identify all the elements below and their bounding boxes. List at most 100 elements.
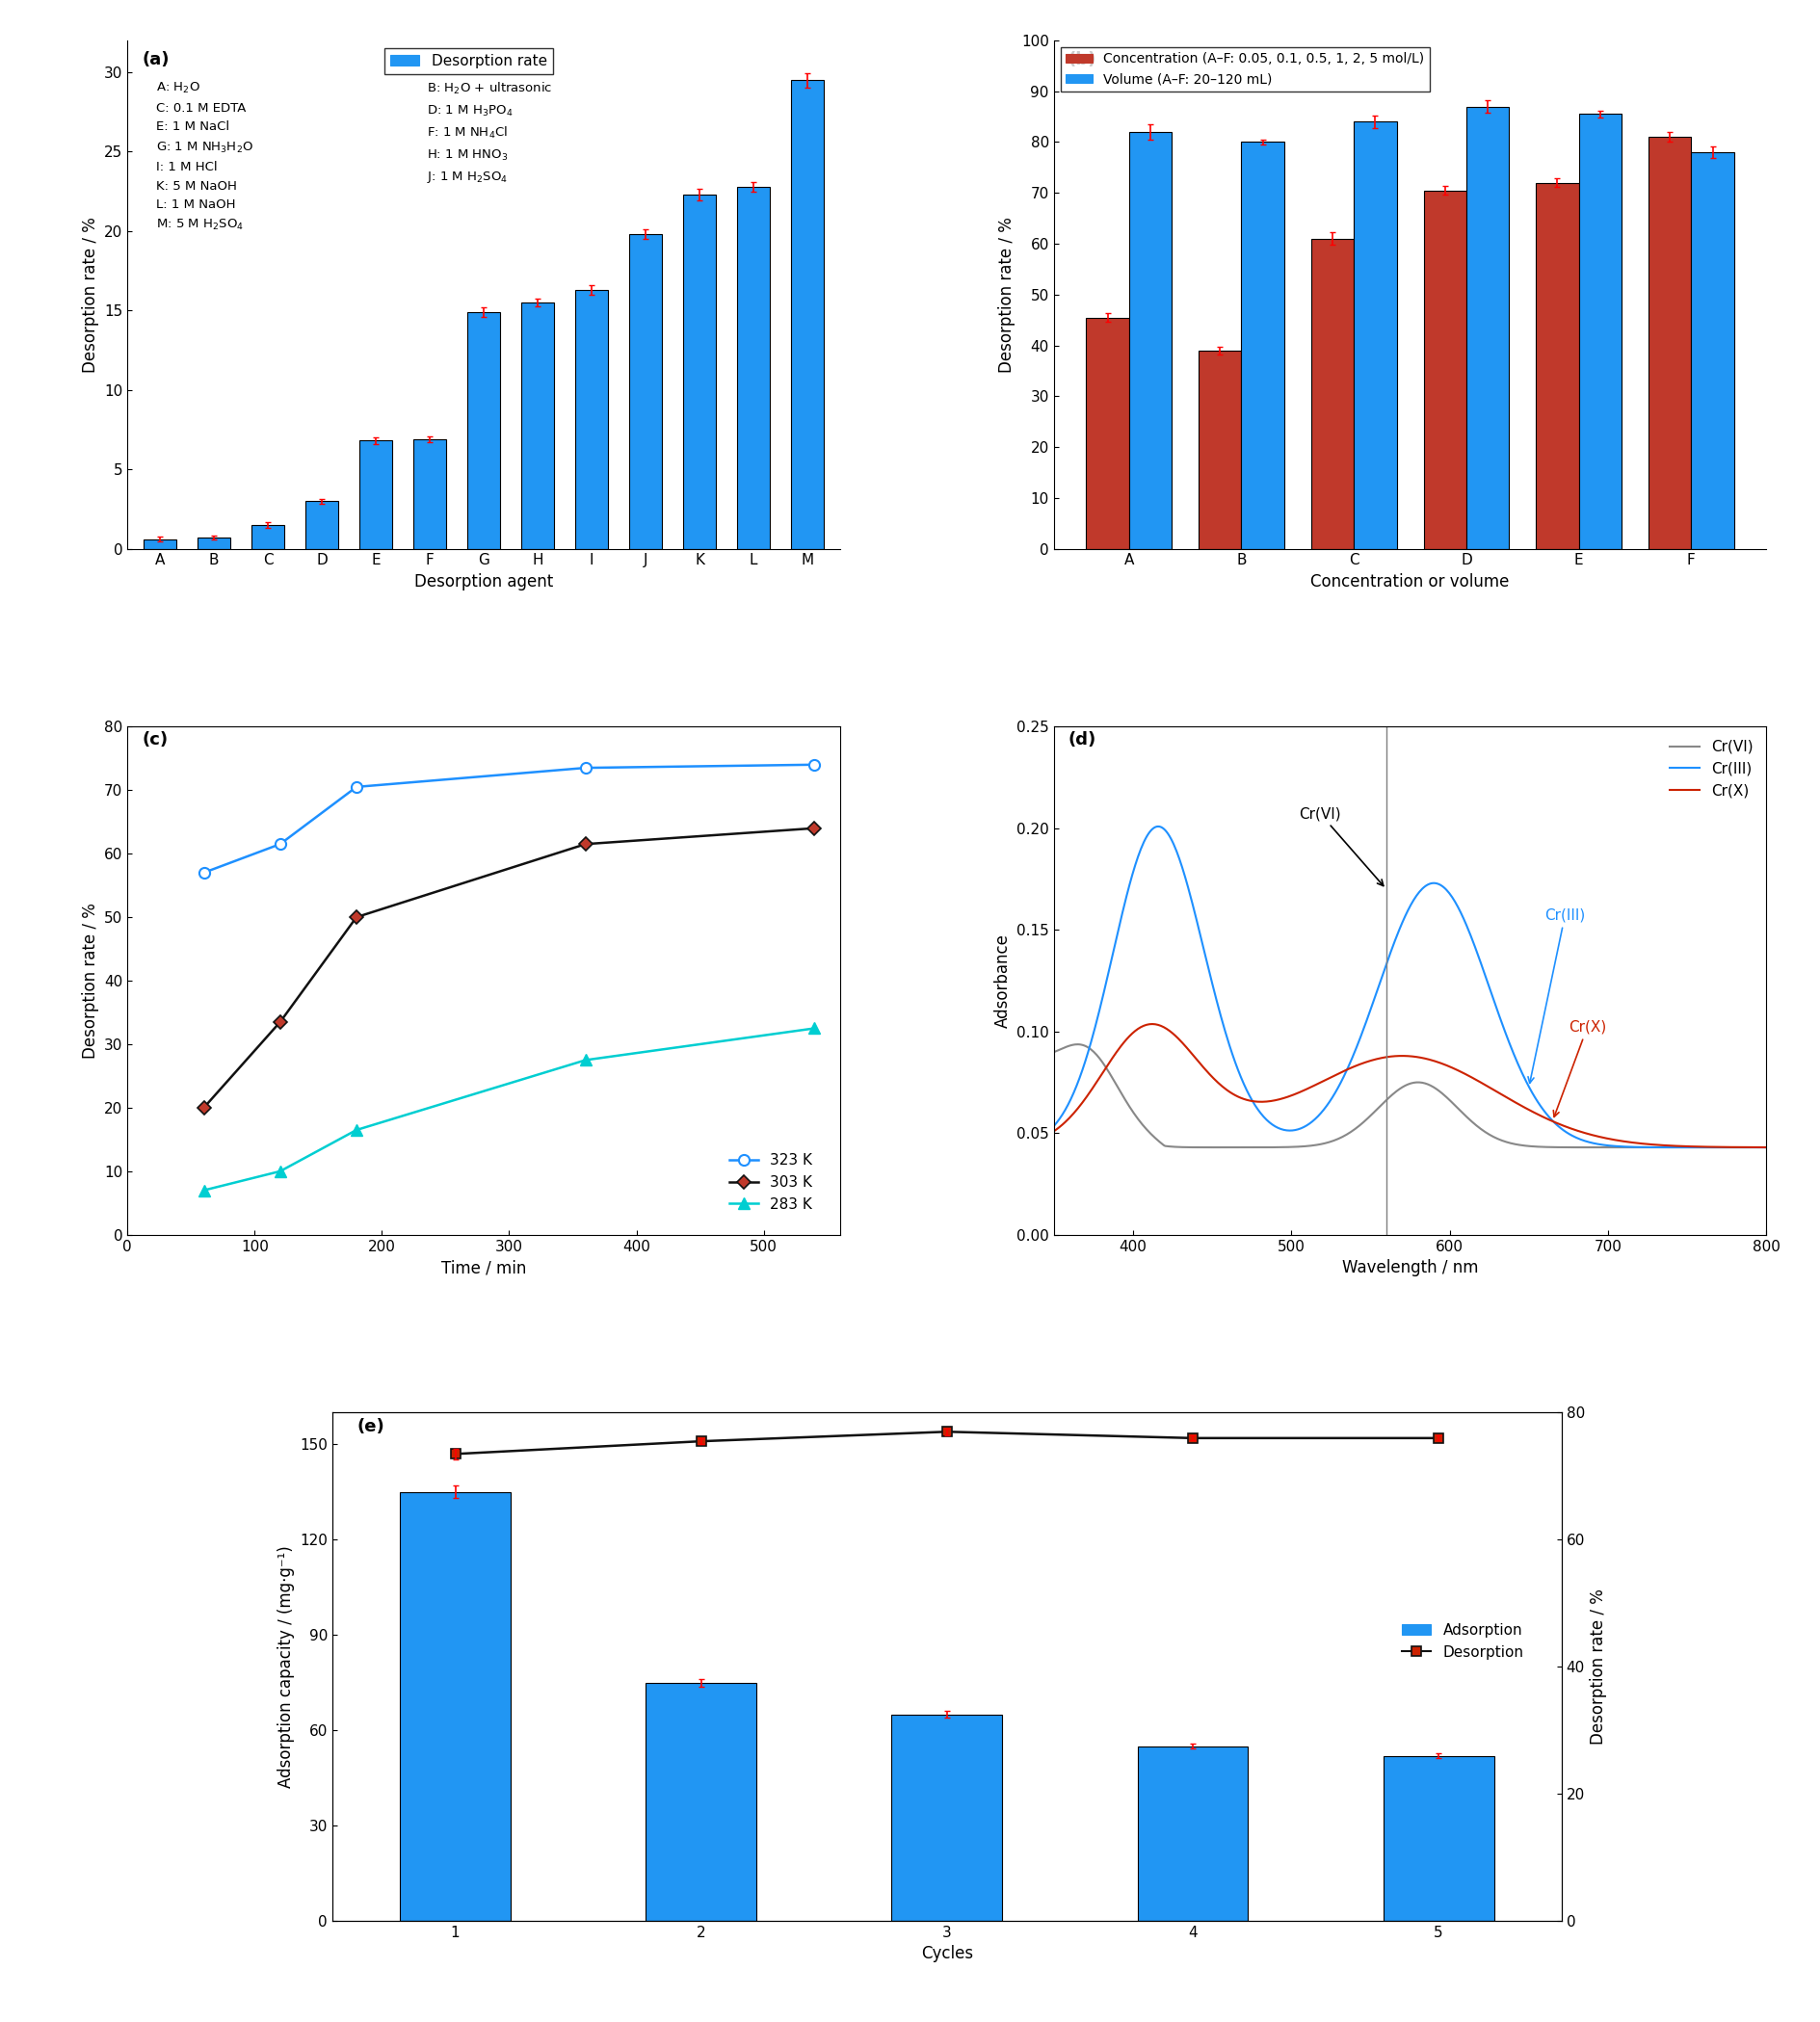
Bar [144, 540, 177, 548]
283 K [193, 1179, 215, 1203]
303 K [269, 1009, 291, 1033]
283 K [269, 1159, 291, 1183]
Cr(X) [1738, 1134, 1760, 1159]
Bar [1536, 182, 1578, 548]
Bar [306, 501, 339, 548]
Bar [359, 441, 391, 548]
Cr(X) [1141, 1011, 1163, 1035]
303 K [346, 906, 368, 930]
Bar [1465, 107, 1509, 548]
Cr(VI) [1387, 1078, 1409, 1102]
Y-axis label: Desorption rate / %: Desorption rate / % [82, 216, 98, 372]
Cr(III) [1627, 1134, 1649, 1159]
Bar [646, 1682, 755, 1921]
Cr(VI) [1067, 1031, 1088, 1055]
Bar [1691, 152, 1733, 548]
Bar [1128, 131, 1170, 548]
Cr(III) [1387, 920, 1409, 944]
Text: B: H$_2$O + ultrasonic
D: 1 M H$_3$PO$_4$
F: 1 M NH$_4$Cl
H: 1 M HNO$_3$
J: 1 M : B: H$_2$O + ultrasonic D: 1 M H$_3$PO$_4… [426, 81, 551, 241]
Cr(X) [1429, 1051, 1451, 1076]
283 K [575, 1047, 597, 1072]
Line: 323 K: 323 K [198, 760, 819, 878]
283 K [803, 1017, 824, 1041]
Bar [468, 311, 500, 548]
Cr(VI) [1467, 1116, 1489, 1140]
303 K [575, 831, 597, 855]
Legend: Desorption rate: Desorption rate [384, 49, 553, 75]
Cr(III) [1147, 815, 1168, 839]
Text: Cr(VI): Cr(VI) [1298, 807, 1383, 886]
Cr(III) [1754, 1134, 1776, 1159]
Cr(III) [1738, 1134, 1760, 1159]
Cr(III) [1467, 946, 1489, 971]
Bar [737, 186, 770, 548]
323 K [575, 756, 597, 780]
Y-axis label: Adsorbance: Adsorbance [994, 934, 1010, 1027]
X-axis label: Concentration or volume: Concentration or volume [1310, 572, 1509, 590]
Bar [575, 289, 608, 548]
Line: 283 K: 283 K [198, 1023, 819, 1195]
Bar [630, 235, 661, 548]
Line: 303 K: 303 K [198, 823, 819, 1112]
Cr(X) [1627, 1130, 1649, 1155]
Bar [1383, 1755, 1492, 1921]
Cr(III) [1381, 932, 1403, 956]
Bar [1352, 121, 1396, 548]
303 K [803, 817, 824, 841]
Cr(X) [1381, 1043, 1403, 1068]
Bar [1085, 317, 1128, 548]
X-axis label: Cycles: Cycles [921, 1945, 972, 1963]
Cr(X) [1754, 1134, 1776, 1159]
Text: A: H$_2$O
C: 0.1 M EDTA
E: 1 M NaCl
G: 1 M NH$_3$H$_2$O
I: 1 M HCl
K: 5 M NaOH
L: A: H$_2$O C: 0.1 M EDTA E: 1 M NaCl G: 1… [157, 81, 253, 233]
Text: (e): (e) [357, 1417, 384, 1436]
323 K [346, 774, 368, 799]
323 K [803, 752, 824, 776]
Text: Cr(X): Cr(X) [1552, 1019, 1605, 1116]
283 K [346, 1118, 368, 1142]
Y-axis label: Desorption rate / %: Desorption rate / % [1589, 1589, 1607, 1745]
Cr(III) [1429, 874, 1451, 898]
Cr(VI) [1429, 1080, 1451, 1104]
Cr(III) [1043, 1114, 1065, 1138]
Bar [682, 194, 715, 548]
Cr(VI) [1738, 1134, 1760, 1159]
Bar [1578, 113, 1620, 548]
Legend: 323 K, 303 K, 283 K: 323 K, 303 K, 283 K [723, 1146, 817, 1217]
Cr(VI) [1745, 1134, 1767, 1159]
Cr(VI) [1754, 1134, 1776, 1159]
Bar [251, 526, 284, 548]
Bar [1310, 239, 1352, 548]
Cr(X) [1467, 1070, 1489, 1094]
Bar [892, 1715, 1001, 1921]
Text: Cr(III): Cr(III) [1527, 908, 1585, 1084]
Cr(X) [1387, 1043, 1409, 1068]
X-axis label: Wavelength / nm: Wavelength / nm [1341, 1260, 1478, 1276]
Legend: Cr(VI), Cr(III), Cr(X): Cr(VI), Cr(III), Cr(X) [1663, 734, 1758, 805]
Bar [1138, 1747, 1247, 1921]
Y-axis label: Desorption rate / %: Desorption rate / % [997, 216, 1016, 372]
Bar [1198, 350, 1241, 548]
303 K [193, 1096, 215, 1120]
323 K [193, 861, 215, 886]
X-axis label: Time / min: Time / min [440, 1260, 526, 1276]
Legend: Adsorption, Desorption: Adsorption, Desorption [1394, 1618, 1529, 1666]
Text: (a): (a) [142, 51, 169, 69]
Line: Cr(VI): Cr(VI) [1054, 1043, 1765, 1146]
Bar [1647, 137, 1691, 548]
323 K [269, 831, 291, 855]
Cr(VI) [1381, 1082, 1403, 1106]
X-axis label: Desorption agent: Desorption agent [413, 572, 553, 590]
Bar [400, 1492, 510, 1921]
Bar [521, 303, 553, 548]
Bar [1241, 142, 1283, 548]
Text: (d): (d) [1068, 732, 1096, 748]
Bar [413, 439, 446, 548]
Text: (b): (b) [1068, 51, 1096, 69]
Legend: Concentration (A–F: 0.05, 0.1, 0.5, 1, 2, 5 mol/L), Volume (A–F: 20–120 mL): Concentration (A–F: 0.05, 0.1, 0.5, 1, 2… [1059, 47, 1429, 91]
Cr(VI) [1043, 1039, 1065, 1064]
Y-axis label: Adsorption capacity / (mg·g⁻¹): Adsorption capacity / (mg·g⁻¹) [277, 1545, 295, 1787]
Y-axis label: Desorption rate / %: Desorption rate / % [82, 902, 98, 1060]
Bar [198, 538, 229, 548]
Cr(X) [1043, 1118, 1065, 1142]
Line: Cr(X): Cr(X) [1054, 1023, 1765, 1146]
